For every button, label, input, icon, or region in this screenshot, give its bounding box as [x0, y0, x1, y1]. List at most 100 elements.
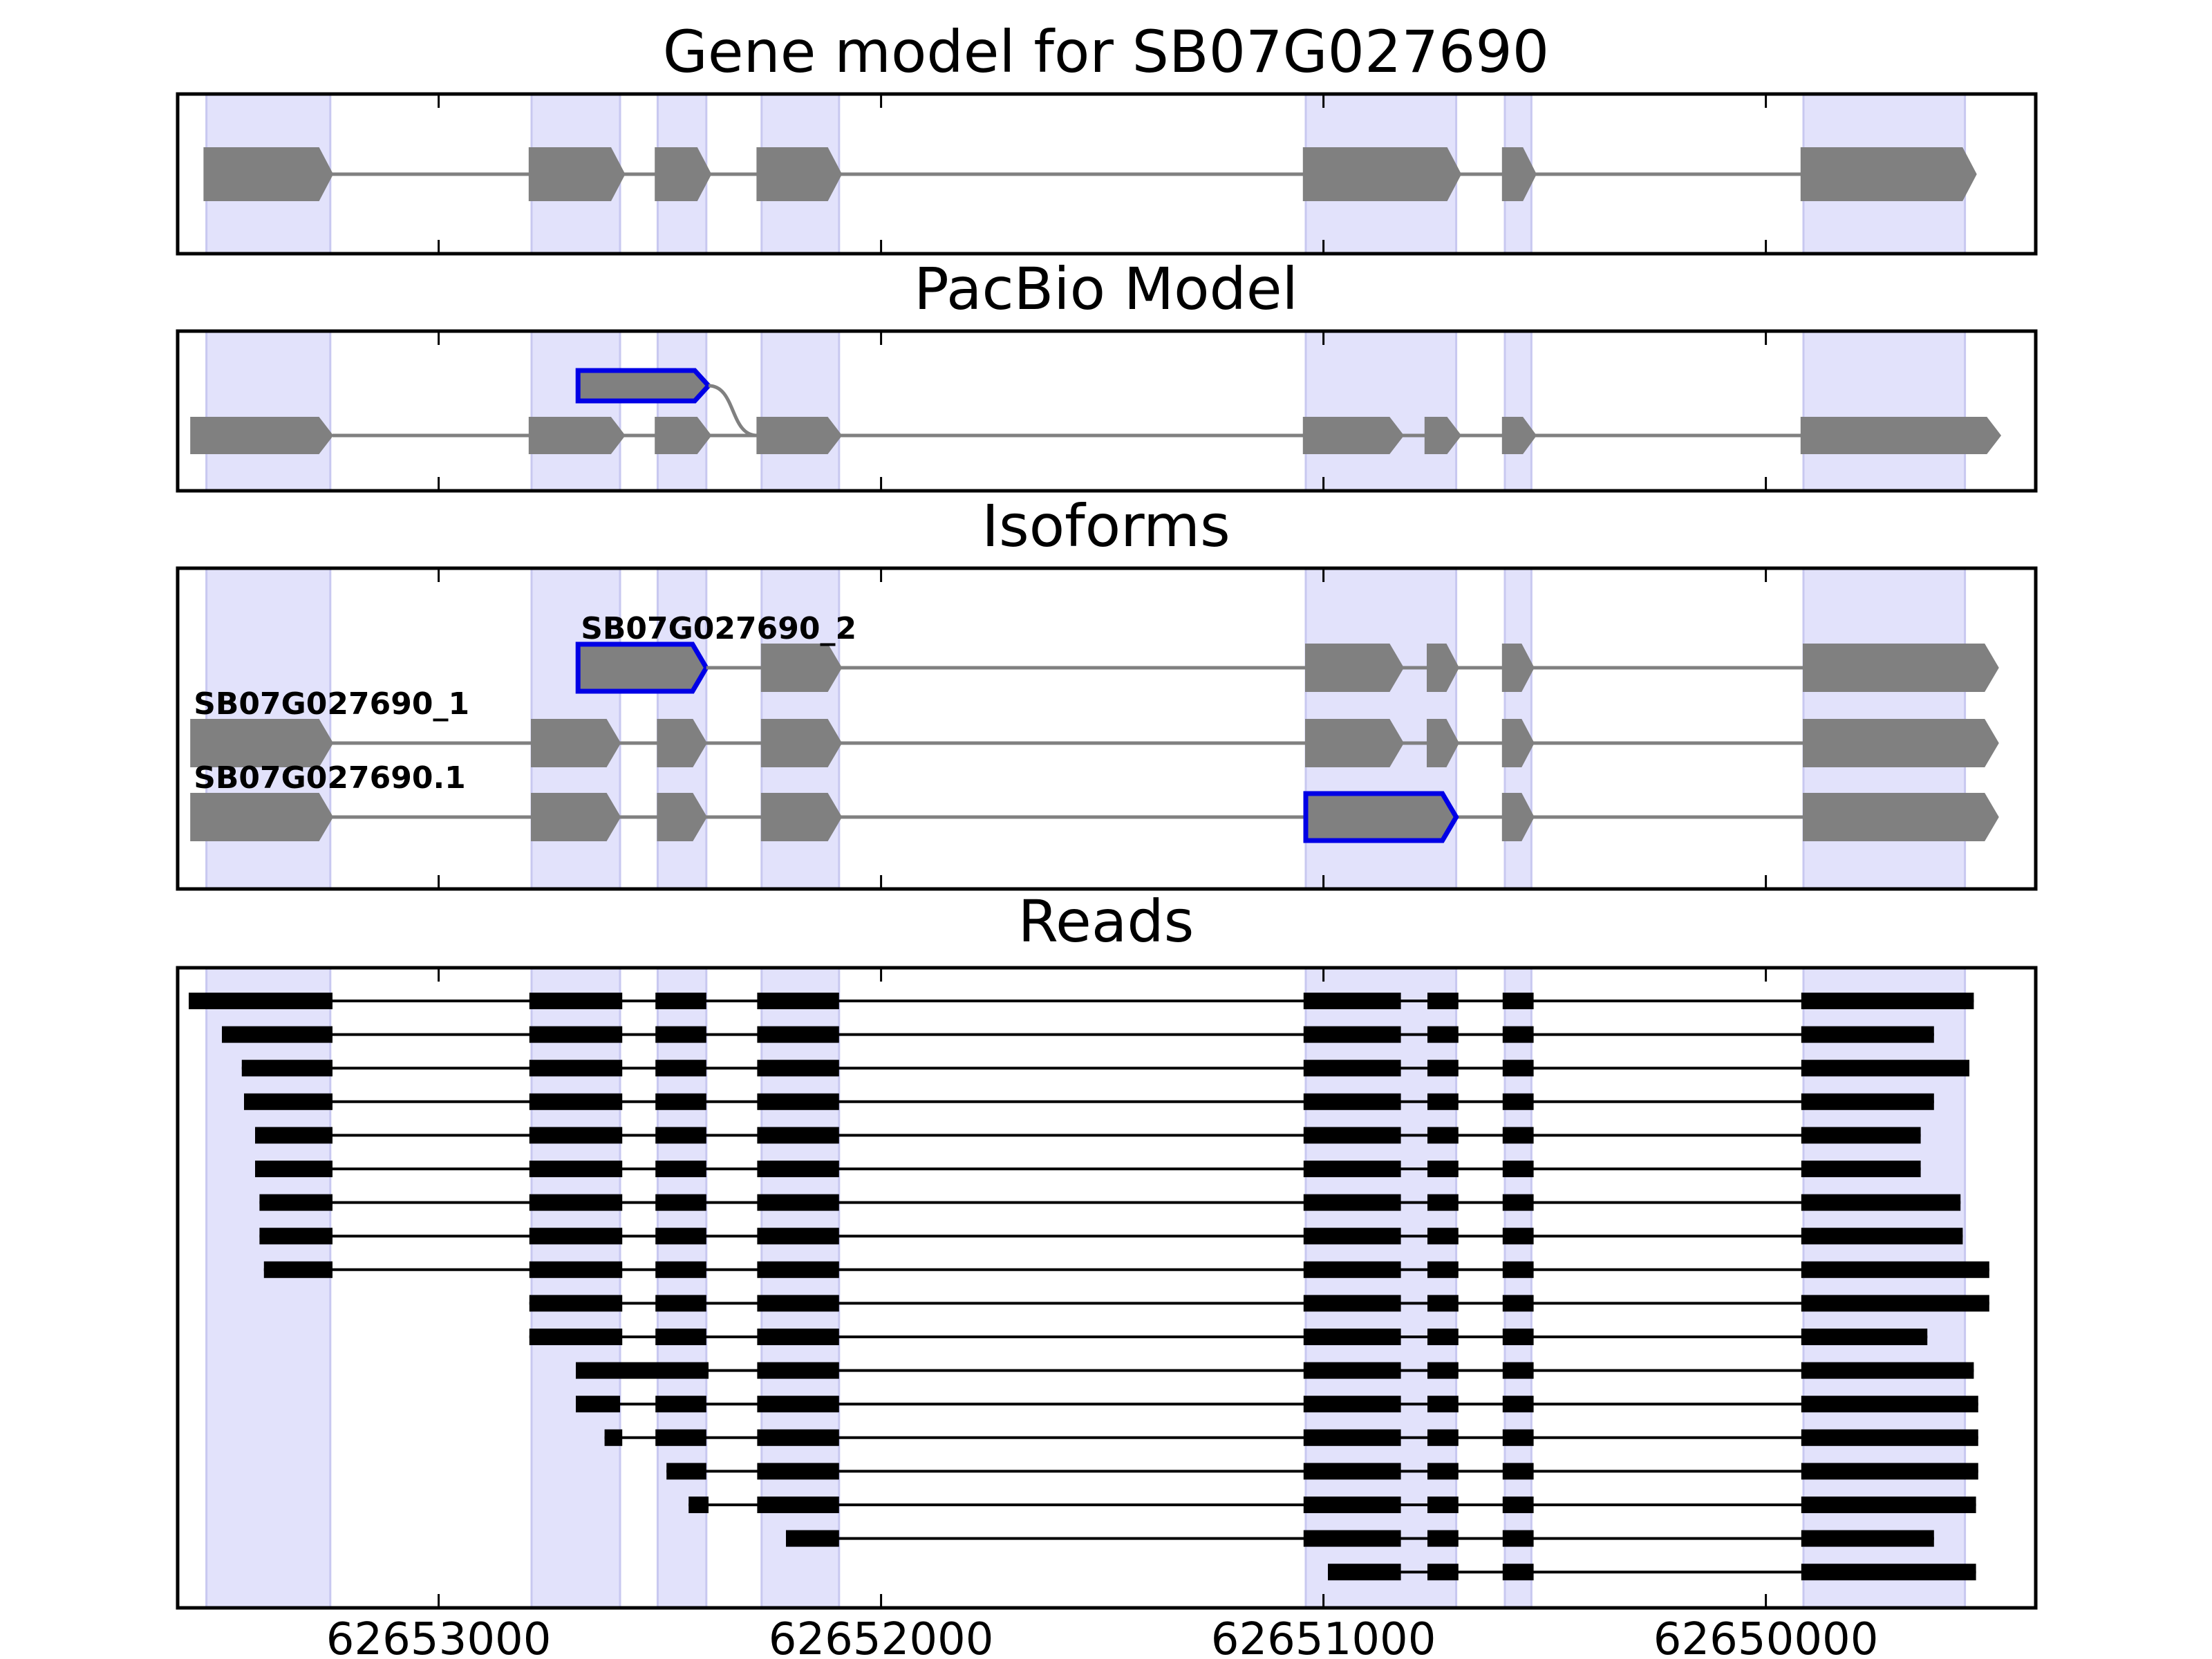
read-block [222, 1026, 332, 1043]
panel-title-gene-model: Gene model for SB07G027690 [663, 18, 1549, 86]
read-block [1303, 1396, 1401, 1413]
read-block [757, 1295, 839, 1312]
read-block [1427, 1228, 1459, 1245]
read-block [1303, 1026, 1401, 1043]
x-tick-label: 62650000 [1653, 1614, 1879, 1659]
read-block [655, 1228, 706, 1245]
exon-feature [190, 719, 334, 767]
read-row [786, 1530, 1934, 1547]
exon-band [1503, 330, 1533, 492]
read-block [1502, 1396, 1534, 1413]
read-block [1303, 1194, 1401, 1211]
exon-band [1304, 330, 1458, 492]
read-block [1303, 1429, 1401, 1446]
read-block [529, 1261, 623, 1278]
read-block [1427, 1463, 1459, 1480]
read-row [1328, 1564, 1976, 1581]
read-block [1502, 1463, 1534, 1480]
isoform-label: SB07G027690_1 [194, 686, 469, 722]
read-block [529, 1093, 623, 1110]
panel-frame [176, 966, 2038, 1610]
read-block [529, 1161, 623, 1177]
model-track [575, 368, 712, 404]
read-block [1801, 1362, 1974, 1379]
read-block [1502, 1362, 1534, 1379]
exon-band [760, 330, 841, 492]
exon-feature [756, 147, 843, 201]
read-block [529, 1295, 623, 1312]
panel-pacbio-model: PacBio Model [176, 255, 2038, 493]
read-row [688, 1497, 1976, 1513]
exon-feature [1501, 417, 1537, 454]
read-block [529, 993, 623, 1009]
read-block [255, 1127, 332, 1144]
track-layer [190, 330, 2002, 492]
read-block [1801, 1261, 1989, 1278]
read-block [1328, 1564, 1401, 1581]
exon-band [656, 330, 708, 492]
read-block [1801, 1295, 1989, 1312]
read-row [263, 1261, 1989, 1278]
read-block [1801, 1026, 1934, 1043]
read-block [1502, 1161, 1534, 1177]
exon-feature [1302, 147, 1462, 201]
read-block [1303, 1093, 1401, 1110]
exon-feature [756, 417, 843, 454]
read-block [1303, 1530, 1401, 1547]
read-block [244, 1093, 332, 1110]
read-block [1502, 1026, 1534, 1043]
exon-feature [190, 417, 334, 454]
read-block [1502, 1060, 1534, 1077]
read-block [1427, 1093, 1459, 1110]
exon-feature [657, 793, 707, 841]
read-block [576, 1396, 620, 1413]
exon-feature [1427, 644, 1459, 692]
exon-feature [528, 417, 626, 454]
read-block [1801, 1228, 1963, 1245]
panel-title-reads: Reads [1018, 888, 1194, 955]
read-block [1801, 1194, 1961, 1211]
read-block [655, 1127, 706, 1144]
read-block [1427, 993, 1459, 1009]
panel-frame [176, 92, 2038, 256]
read-block [655, 1261, 706, 1278]
read-block [1502, 1429, 1534, 1446]
read-block [1303, 1228, 1401, 1245]
read-block [655, 1093, 706, 1110]
read-row [255, 1127, 1921, 1144]
read-block [1502, 1194, 1534, 1211]
read-block [1427, 1429, 1459, 1446]
read-block [529, 1228, 623, 1245]
exon-feature [657, 719, 707, 767]
read-block [529, 1026, 623, 1043]
read-block [1303, 993, 1401, 1009]
exon-feature [190, 793, 334, 841]
exon-feature [1803, 719, 1999, 767]
read-block [1502, 1295, 1534, 1312]
exon-feature [1302, 417, 1405, 454]
read-block [1303, 1497, 1401, 1513]
exon-feature [1501, 644, 1535, 692]
read-row [244, 1093, 1934, 1110]
read-row [576, 1396, 1978, 1413]
read-block [655, 993, 706, 1009]
read-block [1303, 1362, 1401, 1379]
exon-feature [1305, 644, 1404, 692]
exon-feature [1501, 719, 1535, 767]
read-block [1801, 1093, 1934, 1110]
model-track: SB07G027690_2 [575, 611, 1999, 694]
highlighted-exon [575, 641, 709, 694]
panel-frame [176, 329, 2038, 493]
read-block [1801, 1497, 1976, 1513]
model-track [190, 417, 2002, 454]
exon-feature [655, 147, 712, 201]
read-block [1427, 1194, 1459, 1211]
x-tick-label: 62651000 [1211, 1614, 1436, 1659]
exon-feature [1501, 793, 1535, 841]
read-block [1303, 1295, 1401, 1312]
read-block [757, 1161, 839, 1177]
read-block [757, 1329, 839, 1345]
read-block [1502, 1261, 1534, 1278]
isoform-label: SB07G027690_2 [581, 611, 856, 646]
exon-feature [1803, 793, 1999, 841]
